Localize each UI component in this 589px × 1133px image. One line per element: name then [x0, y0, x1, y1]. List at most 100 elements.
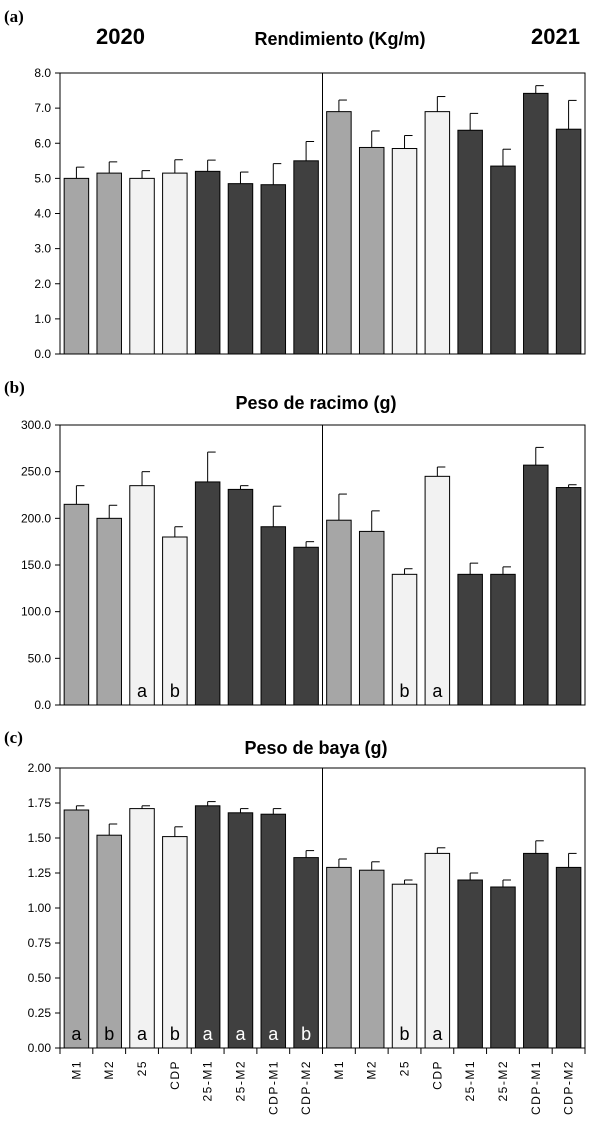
- bar-25: [391, 148, 418, 355]
- x-tick-label: 25: [135, 1060, 149, 1076]
- x-tick-label: M1: [69, 1060, 83, 1080]
- x-tick-label: CDP-M1: [529, 1060, 543, 1115]
- y-tick-label: 1.00: [28, 901, 52, 915]
- y-tick-label: 7.0: [34, 101, 51, 115]
- significance-letter: a: [268, 1024, 279, 1044]
- significance-letter: b: [104, 1024, 114, 1044]
- bar-cdp: [424, 475, 451, 706]
- y-tick-label: 300.0: [21, 418, 51, 432]
- bar-m1: [326, 519, 352, 706]
- bar-cdp: [162, 836, 188, 1049]
- significance-letter: b: [400, 1024, 410, 1044]
- bar-m2: [358, 146, 385, 355]
- bar-25-m2: [227, 812, 254, 1049]
- bar-25: [391, 573, 418, 706]
- bar-cdp: [162, 536, 188, 706]
- y-tick-label: 5.0: [34, 171, 51, 185]
- bar-25-m2: [227, 488, 254, 706]
- significance-letter: a: [71, 1024, 82, 1044]
- significance-letter: b: [301, 1024, 311, 1044]
- bar-cdp-m2: [293, 546, 319, 706]
- significance-letter: a: [203, 1024, 214, 1044]
- y-tick-label: 2.0: [34, 277, 51, 291]
- bar-cdp-m2: [293, 857, 319, 1049]
- bar-cdp-m2: [293, 160, 319, 355]
- bar-cdp: [162, 172, 188, 355]
- significance-letter: b: [400, 681, 410, 701]
- year-label-2021: 2021: [531, 24, 580, 49]
- bar-cdp-m2: [555, 866, 582, 1049]
- y-tick-label: 6.0: [34, 136, 51, 150]
- bar-25-m1: [194, 481, 221, 706]
- x-tick-label: M1: [332, 1060, 346, 1080]
- y-tick-label: 250.0: [21, 465, 51, 479]
- bar-25: [129, 485, 155, 706]
- y-tick-label: 0.0: [34, 347, 51, 361]
- y-tick-label: 0.50: [28, 971, 52, 985]
- bar-m2: [358, 869, 385, 1049]
- y-tick-label: 1.75: [28, 796, 52, 810]
- bar-25-m1: [457, 129, 483, 355]
- bar-m1: [63, 809, 90, 1049]
- panel-label-b: (b): [4, 378, 25, 397]
- significance-letter: a: [432, 681, 443, 701]
- bar-25: [391, 883, 418, 1049]
- bar-25-m2: [490, 886, 516, 1049]
- x-tick-label: M2: [102, 1060, 116, 1080]
- bar-cdp-m1: [260, 526, 287, 706]
- bar-cdp-m2: [555, 487, 582, 706]
- bar-25: [129, 177, 155, 355]
- bar-25: [129, 808, 155, 1049]
- y-tick-label: 0.25: [28, 1006, 52, 1020]
- bar-m1: [63, 177, 90, 355]
- x-tick-label: 25-M2: [496, 1060, 510, 1102]
- significance-letter: a: [137, 1024, 148, 1044]
- y-tick-label: 1.25: [28, 866, 52, 880]
- y-tick-label: 150.0: [21, 558, 51, 572]
- bar-m2: [358, 530, 385, 706]
- chart-panel-b: (b) Peso de racimo (g) 0.0 50.0 100.0 150.0…: [4, 378, 586, 712]
- x-tick-label: 25-M1: [201, 1060, 215, 1102]
- y-tick-label: 8.0: [34, 66, 51, 80]
- panel-label-c: (c): [4, 728, 23, 747]
- chart-panel-a: (a) 2020 2021 Rendimiento (Kg/m) 0.0 1.0 2…: [4, 7, 586, 361]
- significance-letter: a: [137, 681, 148, 701]
- y-tick-label: 2.00: [28, 761, 52, 775]
- x-tick-label: CDP-M2: [562, 1060, 576, 1115]
- bar-25-m1: [194, 170, 221, 355]
- y-tick-label: 1.0: [34, 312, 51, 326]
- bar-cdp: [424, 852, 451, 1049]
- year-label-2020: 2020: [96, 24, 145, 49]
- bar-cdp-m1: [523, 464, 549, 706]
- y-tick-label: 1.50: [28, 831, 52, 845]
- y-tick-label: 50.0: [28, 651, 52, 665]
- x-tick-label: CDP: [168, 1060, 182, 1090]
- bar-m1: [326, 866, 352, 1049]
- x-tick-label: 25-M2: [233, 1060, 247, 1102]
- x-tick-label: 25: [398, 1060, 412, 1076]
- bar-25-m1: [457, 573, 483, 706]
- x-tick-label: CDP-M1: [266, 1060, 280, 1115]
- bar-m2: [96, 834, 122, 1049]
- bar-25-m2: [227, 183, 254, 355]
- x-tick-label: CDP: [430, 1060, 444, 1090]
- x-tick-label: 25-M1: [463, 1060, 477, 1102]
- y-tick-label: 0.75: [28, 936, 52, 950]
- y-tick-label: 3.0: [34, 242, 51, 256]
- chart-title-b: Peso de racimo (g): [235, 393, 396, 413]
- y-tick-label: 4.0: [34, 207, 51, 221]
- significance-letter: a: [432, 1024, 443, 1044]
- bar-25-m1: [194, 805, 221, 1049]
- x-tick-label: M2: [365, 1060, 379, 1080]
- bar-m2: [96, 172, 122, 355]
- significance-letter: a: [235, 1024, 246, 1044]
- bar-cdp: [424, 111, 451, 355]
- significance-letter: b: [170, 681, 180, 701]
- x-tick-label: CDP-M2: [299, 1060, 313, 1115]
- bar-25-m1: [457, 879, 483, 1049]
- y-tick-label: 0.0: [34, 698, 51, 712]
- significance-letter: b: [170, 1024, 180, 1044]
- bar-m2: [96, 517, 122, 706]
- y-tick-label: 0.00: [28, 1041, 52, 1055]
